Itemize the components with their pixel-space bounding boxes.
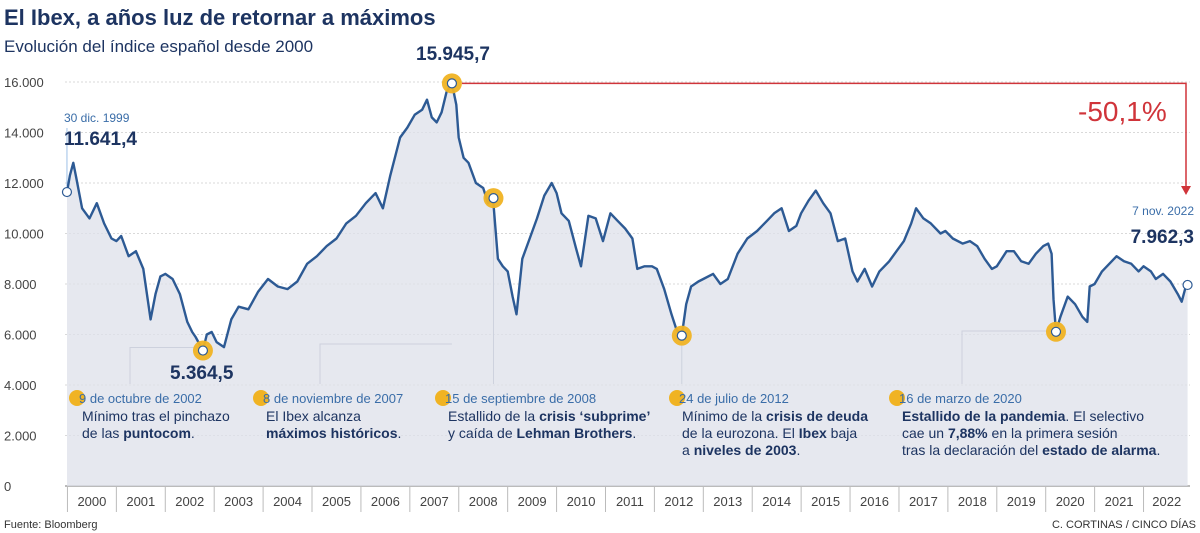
x-axis: 2000 2001 2002 2003 2004 2005 2006 2007 2008 2009… (65, 485, 1190, 512)
end-marker (1182, 279, 1193, 291)
event-text-line: tras la declaración del estado de alarma… (902, 442, 1160, 458)
max-2007-value-label: 15.945,7 (416, 44, 490, 65)
drop-arrow-head (1181, 186, 1191, 195)
y-tick-label: 4.000 (4, 378, 37, 393)
x-tick-label: 2004 (273, 494, 302, 509)
event-badge (669, 390, 685, 406)
x-tick-label: 2020 (1056, 494, 1085, 509)
event-text-line: El Ibex alcanza (266, 408, 361, 424)
x-tick-label: 2017 (909, 494, 938, 509)
drop-arrow (461, 82, 1191, 195)
drop-percentage-label: -50,1% (1078, 96, 1167, 127)
start-marker (61, 186, 73, 198)
x-tick-label: 2015 (811, 494, 840, 509)
event-marker-dot (676, 330, 687, 341)
x-tick-label: 2008 (469, 494, 498, 509)
event-date: 8 de noviembre de 2007 (263, 391, 403, 406)
x-tick-label: 2007 (420, 494, 449, 509)
event-annotations: 9 de octubre de 2002 Mínimo tras el pinch… (69, 390, 1160, 458)
x-tick-label: 2013 (713, 494, 742, 509)
event-badge (889, 390, 905, 406)
x-tick-label: 2005 (322, 494, 351, 509)
event-text-line: a niveles de 2003. (682, 442, 800, 458)
x-tick-label: 2000 (77, 494, 106, 509)
x-tick-label: 2010 (567, 494, 596, 509)
x-tick-label: 2014 (762, 494, 791, 509)
x-tick-label: 2006 (371, 494, 400, 509)
chart-subtitle: Evolución del índice español desde 2000 (4, 37, 313, 56)
x-tick-label: 2003 (224, 494, 253, 509)
event-badge (253, 390, 269, 406)
chart-title: El Ibex, a años luz de retornar a máximo… (4, 5, 436, 30)
event-markers (61, 73, 1193, 361)
x-tick-label: 2022 (1152, 494, 1181, 509)
event-badge (435, 390, 451, 406)
event-marker-dot (197, 345, 209, 356)
x-tick-label: 2002 (175, 494, 204, 509)
event-text-line: de las puntocom. (82, 425, 195, 441)
y-axis-ticks: 16.000 14.000 12.000 10.000 8.000 6.000 4.000 2… (4, 75, 44, 494)
event-marker-dot (1050, 326, 1062, 337)
min-2002-value-label: 5.364,5 (170, 363, 234, 384)
drop-arrow-line (461, 82, 1187, 188)
x-tick-label: 2019 (1007, 494, 1036, 509)
event-badge (69, 390, 85, 406)
x-tick-label: 2011 (616, 494, 644, 509)
y-tick-label: 2.000 (4, 429, 37, 444)
index-area-fill (67, 83, 1188, 487)
x-tick-label: 2016 (860, 494, 889, 509)
event-text-line: máximos históricos. (266, 425, 401, 441)
x-tick-label: 2001 (126, 494, 155, 509)
x-tick-label: 2009 (518, 494, 547, 509)
start-value-label: 11.641,4 (64, 129, 137, 150)
y-tick-label: 6.000 (4, 328, 37, 343)
start-date-label: 30 dic. 1999 (64, 111, 130, 125)
end-value-label: 7.962,3 (1131, 227, 1194, 248)
y-tick-label: 14.000 (4, 126, 44, 141)
event-text-line: y caída de Lehman Brothers. (448, 425, 636, 441)
event-text-line: cae un 7,88% en la primera sesión (902, 425, 1118, 441)
event-text-line: Estallido de la pandemia. El selectivo (902, 408, 1144, 424)
y-tick-label: 10.000 (4, 227, 44, 242)
y-tick-label: 8.000 (4, 277, 37, 292)
y-tick-label: 16.000 (4, 75, 44, 90)
event-date: 15 de septiembre de 2008 (445, 391, 596, 406)
y-tick-label: 12.000 (4, 176, 44, 191)
event-marker-dot (488, 193, 499, 204)
index-line (65, 82, 1189, 352)
event-date: 24 de julio de 2012 (679, 391, 789, 406)
end-date-label: 7 nov. 2022 (1132, 204, 1194, 218)
event-marker-dot (446, 78, 458, 89)
source-label: Fuente: Bloomberg (4, 519, 98, 531)
event-text-line: Mínimo de la crisis de deuda (682, 408, 868, 424)
event-text-line: Estallido de la crisis ‘subprime’ (448, 408, 650, 424)
x-tick-label: 2018 (958, 494, 987, 509)
credit-label: C. CORTINAS / CINCO DÍAS (1052, 518, 1196, 531)
event-text-line: de la eurozona. El Ibex baja (682, 425, 857, 441)
event-date: 16 de marzo de 2020 (899, 391, 1022, 406)
x-tick-label: 2012 (664, 494, 693, 509)
event-text-line: Mínimo tras el pinchazo (82, 408, 230, 424)
event-date: 9 de octubre de 2002 (79, 391, 202, 406)
x-tick-label: 2021 (1105, 494, 1134, 509)
y-tick-label: 0 (4, 479, 11, 494)
